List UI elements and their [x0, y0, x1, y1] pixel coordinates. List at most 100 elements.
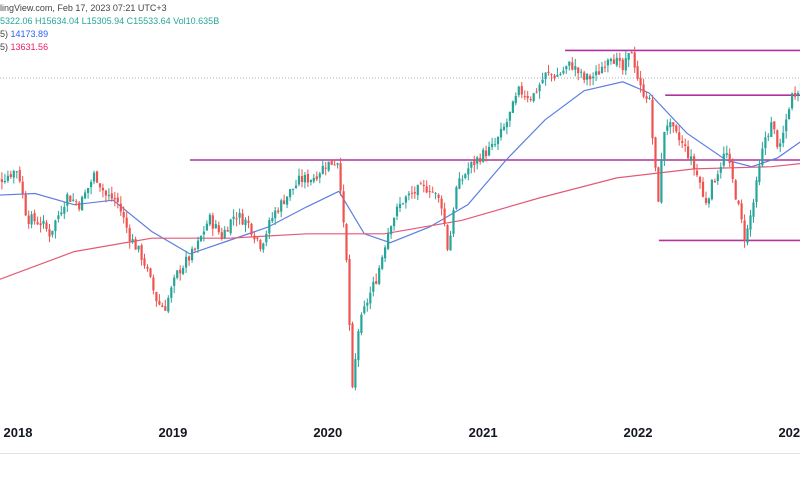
candle — [642, 78, 645, 99]
candle — [360, 312, 363, 336]
candle-body — [51, 230, 54, 235]
candle-body — [265, 234, 268, 243]
candle-body — [734, 180, 737, 200]
candle — [188, 255, 191, 266]
candle — [128, 224, 131, 249]
candle — [330, 159, 333, 165]
candle — [556, 67, 559, 77]
candle — [179, 265, 182, 281]
candle — [185, 250, 188, 273]
moving-averages — [0, 81, 800, 280]
candle — [606, 58, 609, 73]
candle — [517, 85, 520, 98]
candle-body — [401, 203, 405, 205]
candle-body — [3, 181, 6, 183]
candle — [458, 172, 461, 190]
candle-body — [767, 135, 770, 137]
source-text: lingView.com, Feb 17, 2023 07:21 UTC+3 — [0, 3, 167, 13]
candle-body — [499, 128, 503, 138]
candle — [645, 92, 648, 104]
candle-body — [42, 220, 45, 224]
candle — [675, 124, 678, 134]
candle — [345, 223, 348, 263]
legend-row-ma-slow[interactable]: 5) 13631.56 — [0, 41, 219, 54]
legend-row-ma-fast[interactable]: 5) 14173.89 — [0, 28, 219, 41]
candle-body — [188, 256, 191, 261]
candle — [309, 179, 312, 186]
candle — [339, 157, 342, 196]
candle-body — [217, 225, 220, 233]
candle-body — [69, 195, 72, 202]
candle-body — [621, 59, 624, 71]
candle-body — [21, 181, 24, 194]
candle — [704, 191, 708, 206]
candle-body — [45, 222, 48, 229]
candle-body — [327, 161, 330, 171]
candle — [342, 184, 345, 228]
candle — [292, 188, 295, 195]
candle — [357, 328, 360, 367]
candle — [437, 193, 440, 203]
candle-body — [75, 201, 78, 203]
candle-body — [437, 194, 440, 198]
candle-body — [517, 86, 520, 96]
candle-body — [612, 59, 615, 64]
candle-body — [713, 181, 716, 183]
candle-body — [491, 143, 494, 147]
candle-body — [167, 297, 170, 312]
candle-body — [205, 223, 208, 231]
candle-body — [485, 150, 488, 157]
candle — [473, 155, 476, 173]
candle-body — [758, 165, 761, 182]
candle — [393, 217, 396, 231]
candle-body — [81, 196, 84, 211]
candle-body — [419, 183, 422, 185]
candle — [220, 227, 223, 241]
candle — [149, 267, 152, 278]
candle-body — [384, 247, 387, 259]
candle-body — [520, 86, 523, 95]
candle-body — [220, 232, 223, 239]
candle-body — [755, 180, 758, 202]
candle — [369, 286, 372, 310]
candle-body — [54, 220, 57, 231]
candle — [422, 179, 425, 193]
candle — [547, 64, 550, 76]
candle-body — [244, 219, 247, 226]
candle-body — [39, 223, 42, 226]
candle-body — [773, 121, 776, 130]
candle-body — [60, 212, 63, 215]
candle — [785, 113, 788, 139]
candle — [401, 202, 405, 205]
candle — [48, 224, 51, 243]
candle — [152, 274, 155, 295]
candle — [788, 107, 791, 120]
candle-body — [636, 66, 639, 79]
candle — [597, 63, 601, 75]
candle-body — [232, 216, 235, 219]
candle-body — [559, 73, 562, 75]
candle-body — [241, 213, 244, 225]
candle-body — [95, 171, 99, 183]
candle — [268, 217, 271, 239]
candle — [663, 131, 666, 166]
x-tick-label-2023: 2023 — [778, 425, 800, 440]
candle — [600, 61, 604, 74]
candle-body — [514, 96, 517, 104]
candle — [107, 188, 110, 201]
candle-body — [434, 193, 437, 195]
candle-body — [413, 192, 416, 194]
candle-body — [15, 171, 18, 173]
candle-body — [597, 71, 601, 75]
candle — [333, 160, 336, 166]
candle-body — [779, 143, 782, 147]
candle-body — [577, 67, 580, 74]
x-tick-label-2022: 2022 — [624, 425, 653, 440]
candle-body — [84, 192, 87, 199]
candle-body — [693, 156, 696, 170]
candle — [583, 70, 586, 84]
candle — [761, 141, 764, 168]
candle — [589, 73, 592, 86]
candle-body — [107, 195, 110, 197]
